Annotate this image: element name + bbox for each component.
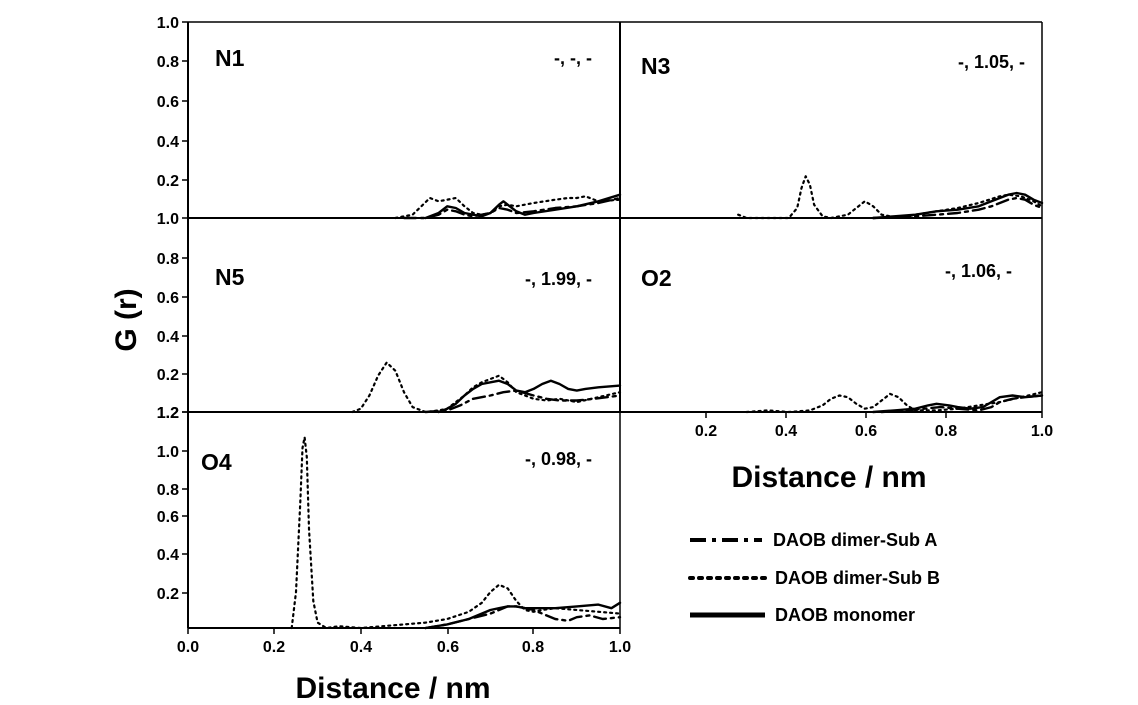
- y-tick-label: 1.2: [157, 405, 179, 422]
- y-tick-label: 1.2: [157, 405, 179, 422]
- coordination-annotation: -, 0.98, -: [525, 449, 592, 469]
- series-line-daob-dimer-sub-b: [290, 436, 622, 630]
- x-tick-label: 0.8: [522, 639, 544, 656]
- legend: DAOB dimer-Sub A DAOB dimer-Sub B DAOB mon…: [688, 530, 940, 625]
- axes-text-layer: G (r) Distance / nm Distance / nm: [110, 288, 927, 705]
- series-line-daob-monomer: [872, 394, 1044, 414]
- panel-label: N5: [215, 264, 245, 290]
- panel-label: N1: [215, 45, 245, 71]
- y-tick-label: 0.2: [157, 586, 179, 603]
- x-tick-label: 0.2: [695, 423, 717, 440]
- series-line-daob-monomer: [424, 193, 622, 220]
- y-tick-label: 0.6: [157, 94, 179, 111]
- coordination-annotation: -, 1.06, -: [945, 261, 1012, 281]
- y-tick-label: 0.8: [157, 482, 179, 499]
- x-axis-title-right: Distance / nm: [731, 461, 926, 494]
- series-line-daob-dimer-sub-b: [745, 391, 1044, 414]
- series-line-daob-dimer-sub-a: [402, 196, 622, 220]
- y-tick-label: 0.8: [157, 251, 179, 268]
- y-tick-label: 0.4: [157, 329, 179, 346]
- y-tick-label: 0.8: [157, 54, 179, 71]
- legend-label: DAOB dimer-Sub B: [775, 568, 940, 588]
- x-tick-label: 0.4: [350, 639, 372, 656]
- legend-label: DAOB monomer: [775, 605, 915, 625]
- x-axis-title-left: Distance / nm: [295, 672, 490, 705]
- series-line-daob-monomer: [437, 379, 622, 414]
- x-tick-label: 1.0: [1031, 423, 1053, 440]
- coordination-annotation: -, 1.05, -: [958, 52, 1025, 72]
- panel-label: N3: [641, 53, 670, 79]
- x-tick-label: 0.6: [855, 423, 877, 440]
- panel-label: O4: [201, 449, 232, 475]
- coordination-annotation: -, -, -: [554, 48, 592, 68]
- y-tick-label: 1.0: [157, 444, 179, 461]
- y-tick-label: 0.2: [157, 173, 179, 190]
- panels-layer: 1.0 0.8 0.6 0.4 0.2 1.0 N1 -, -, - N3 -, 1.05, - 0…: [157, 15, 1053, 656]
- series-line-daob-monomer: [872, 191, 1044, 220]
- y-tick-label: 1.0: [157, 15, 179, 32]
- y-tick-label: 0.2: [157, 367, 179, 384]
- y-tick-label: 0.4: [157, 547, 179, 564]
- series-line-daob-dimer-sub-b: [737, 175, 1044, 220]
- panel-n3: N3 -, 1.05, -: [619, 21, 1044, 220]
- series-line-daob-dimer-sub-b: [351, 361, 622, 414]
- y-tick-label: 0.6: [157, 509, 179, 526]
- x-tick-label: 0.2: [263, 639, 285, 656]
- panel-o2: 0.2 0.4 0.6 0.8 1.0 O2 -, 1.06, -: [619, 218, 1053, 440]
- legend-label: DAOB dimer-Sub A: [773, 530, 937, 550]
- panel-o4: 1.2 1.0 0.8 0.6 0.4 0.2 0.0 0.2 0.4 0.6 0.8 1.0 O4 -,…: [157, 405, 631, 656]
- series-line-daob-dimer-sub-a: [872, 196, 1044, 220]
- y-tick-label: 1.0: [157, 211, 179, 228]
- y-tick-label: 0.4: [157, 134, 179, 151]
- series-line-daob-monomer: [424, 601, 622, 630]
- panel-n1: 1.0 0.8 0.6 0.4 0.2 1.0 N1 -, -, -: [157, 15, 622, 228]
- y-axis-title: G (r): [110, 288, 143, 351]
- x-tick-label: 0.4: [775, 423, 797, 440]
- x-tick-label: 1.0: [609, 639, 631, 656]
- panel-n5: 0.8 0.6 0.4 0.2 1.2 N5 -, 1.99, -: [157, 218, 622, 422]
- panel-label: O2: [641, 265, 672, 291]
- x-tick-label: 0.8: [935, 423, 957, 440]
- x-tick-label: 0.6: [437, 639, 459, 656]
- y-tick-label: 0.6: [157, 290, 179, 307]
- x-tick-label: 0.0: [177, 639, 199, 656]
- coordination-annotation: -, 1.99, -: [525, 269, 592, 289]
